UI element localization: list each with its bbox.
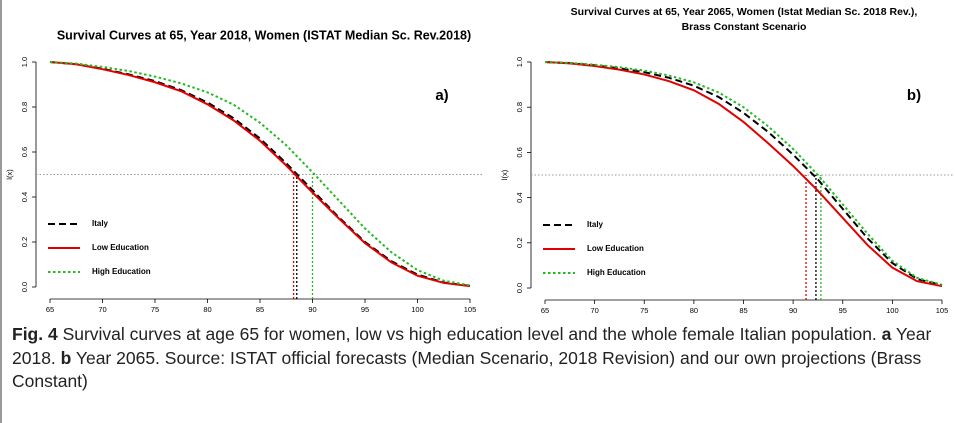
x-tick-label: 70 — [590, 306, 598, 315]
panel-label: a) — [435, 87, 448, 104]
survival-curve — [544, 61, 943, 288]
panel-label: b) — [907, 87, 921, 104]
caption-panel: a — [881, 324, 892, 344]
y-tick-label: 0.6 — [20, 147, 29, 157]
y-tick-label: 0.0 — [515, 283, 524, 293]
y-tick-label: 0.2 — [20, 237, 29, 247]
survival-curve — [49, 61, 471, 287]
x-tick-label: 95 — [361, 305, 369, 314]
survival-curve — [49, 61, 471, 287]
y-tick-label: 0.6 — [515, 147, 524, 157]
x-tick-label: 65 — [46, 305, 54, 314]
legend-label: High Education — [587, 268, 646, 277]
x-tick-label: 90 — [308, 305, 316, 314]
x-tick-label: 85 — [739, 306, 747, 315]
y-axis-label: l(x) — [500, 169, 509, 180]
x-tick-label: 80 — [690, 306, 698, 315]
x-tick-label: 90 — [789, 306, 797, 315]
y-tick-label: 1.0 — [515, 57, 524, 67]
x-tick-label: 85 — [256, 305, 264, 314]
x-tick-label: 65 — [541, 306, 549, 315]
chart-title: Brass Constant Scenario — [682, 21, 807, 33]
chart-title: Survival Curves at 65, Year 2065, Women … — [571, 6, 918, 18]
caption-text: Survival curves at age 65 for women, low… — [57, 324, 882, 344]
y-tick-label: 0.4 — [515, 192, 524, 202]
x-tick-label: 70 — [98, 305, 106, 314]
y-axis-label: l(x) — [5, 169, 14, 180]
x-tick-label: 105 — [936, 306, 949, 315]
y-tick-label: 0.8 — [20, 102, 29, 112]
x-tick-label: 100 — [411, 305, 424, 314]
y-tick-label: 0.2 — [515, 238, 524, 248]
survival-curve — [544, 61, 943, 286]
y-tick-label: 0.0 — [20, 282, 29, 292]
legend-label: Low Education — [92, 243, 149, 252]
y-tick-label: 1.0 — [20, 57, 29, 67]
chart-title: Survival Curves at 65, Year 2018, Women … — [57, 28, 471, 42]
x-tick-label: 100 — [886, 306, 899, 315]
legend-label: Low Education — [587, 244, 644, 253]
x-tick-label: 80 — [203, 305, 211, 314]
x-tick-label: 105 — [464, 305, 477, 314]
y-tick-label: 0.4 — [20, 192, 29, 202]
legend-label: High Education — [92, 267, 151, 276]
charts: Survival Curves at 65, Year 2018, Women … — [5, 6, 954, 318]
y-tick-label: 0.8 — [515, 102, 524, 112]
x-tick-label: 75 — [151, 305, 159, 314]
x-tick-label: 95 — [839, 306, 847, 315]
legend-label: Italy — [587, 220, 604, 229]
caption: Fig. 4 Survival curves at age 65 for wom… — [12, 323, 932, 394]
caption-text: Year 2065. Source: ISTAT official foreca… — [12, 347, 922, 392]
legend-label: Italy — [92, 219, 109, 228]
x-tick-label: 75 — [640, 306, 648, 315]
survival-curve — [49, 61, 471, 288]
caption-panel: b — [60, 347, 72, 368]
caption-text: Year 2018. — [12, 324, 932, 368]
caption-label: Fig. 4 — [12, 324, 58, 344]
